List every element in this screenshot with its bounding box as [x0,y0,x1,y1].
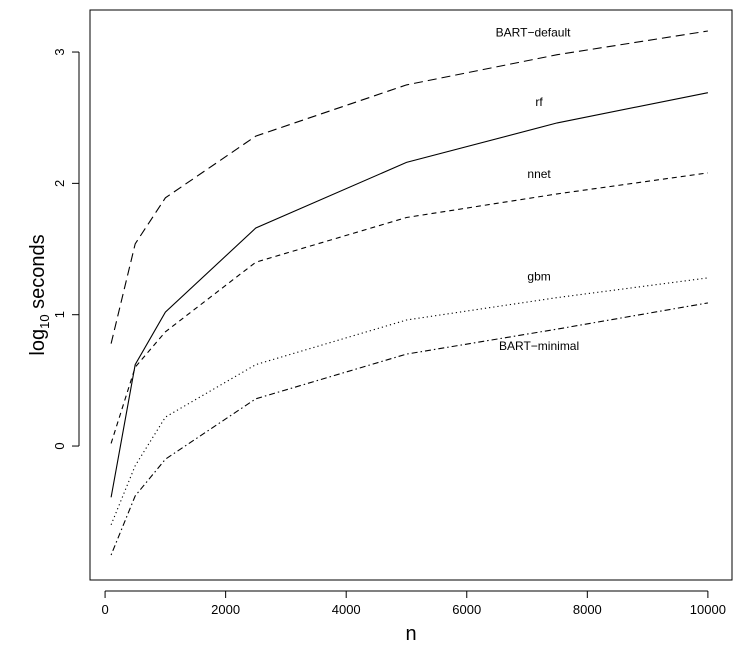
plot-frame [89,9,733,581]
x-axis-title: n [405,623,416,645]
y-axis-title: log10 seconds [27,234,52,355]
y-axis-title-base: log [27,329,49,356]
x-tick-label: 4000 [332,602,361,617]
y-tick-label: 1 [52,311,67,318]
series-line [110,30,708,344]
y-axis-title-subscript: 10 [37,314,52,328]
series-line [110,277,708,526]
y-tick-label: 3 [52,48,67,55]
x-axis: 0 2000 4000 6000 8000 10000 [101,590,726,617]
series-label: nnet [527,167,551,181]
x-tick-label: 6000 [452,602,481,617]
y-axis: 0 1 2 3 [52,48,80,450]
series-line [110,302,708,556]
series-line [110,92,709,498]
series-label: rf [535,95,543,109]
y-tick-label: 2 [52,180,67,187]
x-tick-label: 2000 [211,602,240,617]
x-tick-label: 10000 [690,602,726,617]
y-tick-label: 0 [52,442,67,449]
series-line [110,172,708,444]
series-label: BART−minimal [499,339,579,353]
series-label: BART−default [496,25,571,39]
y-axis-title-rest: seconds [27,234,49,314]
x-tick-label: 8000 [573,602,602,617]
x-tick-label: 0 [101,602,108,617]
series-label: gbm [527,270,550,284]
series-layer [110,30,709,556]
series-labels: BART−default rf nnet gbm BART−minimal [496,25,580,353]
